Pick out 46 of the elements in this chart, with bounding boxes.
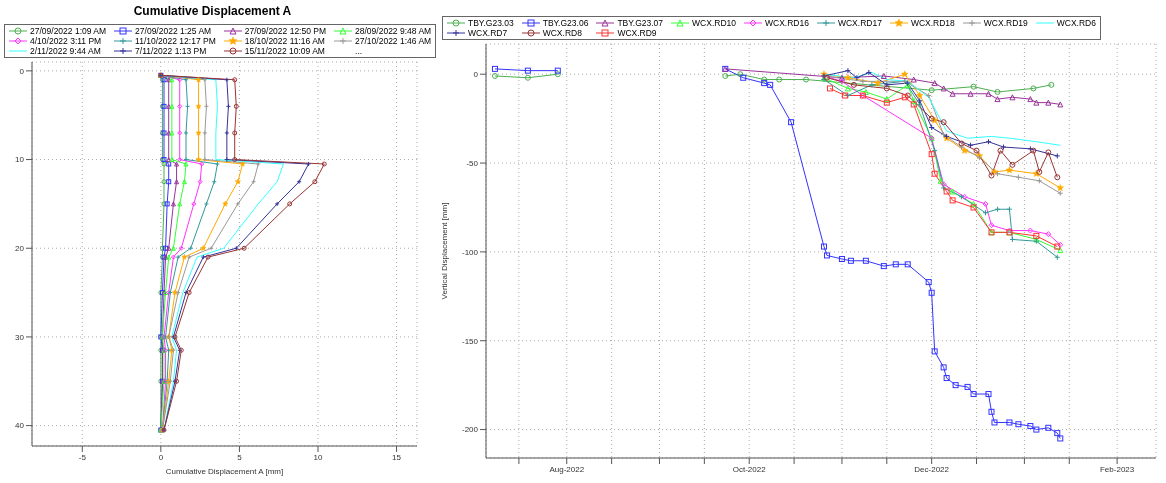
legend-label: 2/11/2022 9:44 AM (30, 46, 101, 56)
y-axis-title: Vertical Displacement [mm] (439, 202, 449, 300)
legend-label: WCX.RD6 (1056, 18, 1096, 28)
legend-label: 27/09/2022 12:50 PM (244, 26, 327, 36)
x-axis-title: Cumulative Displacement A [mm] (165, 467, 284, 476)
legend-label: TBY.G23.06 (542, 18, 589, 28)
y-tick-label: 40 (15, 421, 25, 431)
x-tick-label: Aug-2022 (549, 464, 585, 474)
chart-title: Cumulative Displacement A (132, 3, 293, 20)
x-tick-label: 10 (313, 452, 323, 462)
legend-label: WCX.RD19 (983, 18, 1028, 28)
legend-label: WCX.RD16 (765, 18, 809, 28)
legend-label: 4/10/2022 3:11 PM (30, 36, 102, 46)
y-tick-label: -150 (461, 336, 479, 346)
legend-label: WCX.RD7 (468, 28, 508, 38)
legend-label: WCX.RD9 (617, 28, 657, 38)
legend-label: WCX.RD10 (692, 18, 736, 28)
x-tick-label: Dec-2022 (914, 464, 950, 474)
y-tick-label: 20 (15, 244, 25, 254)
legend-label: TBY.G23.03 (468, 18, 514, 28)
legend-label: TBY.G23.07 (617, 18, 664, 28)
legend-label: 18/10/2022 11:16 AM (244, 36, 325, 46)
legend-label: 28/09/2022 9:48 AM (355, 26, 432, 36)
x-tick-label: Oct-2022 (732, 464, 767, 474)
legend-label: 27/09/2022 1:25 AM (135, 26, 212, 36)
y-tick-label: 0 (19, 66, 25, 76)
x-tick-label: 15 (392, 452, 402, 462)
y-tick-label: -50 (466, 158, 479, 168)
legend-label: WCX.RD18 (910, 18, 955, 28)
legend-label: 15/11/2022 10:09 AM (244, 46, 325, 56)
y-tick-label: 10 (15, 155, 25, 165)
legend-label: 7/11/2022 1:13 PM (135, 46, 207, 56)
y-tick-label: 30 (15, 332, 25, 342)
text: ... (354, 46, 364, 56)
y-tick-label: -100 (461, 247, 479, 257)
x-tick-label: 5 (237, 452, 243, 462)
legend-label: 11/10/2022 12:17 PM (135, 36, 216, 46)
legend-label: 27/09/2022 1:09 AM (30, 26, 107, 36)
legend-label: WCX.RD17 (837, 18, 882, 28)
x-tick-label: 0 (158, 452, 164, 462)
x-tick-label: Feb-2023 (1099, 464, 1135, 474)
y-tick-label: 0 (473, 70, 479, 80)
legend-label: 27/10/2022 1:46 AM (355, 36, 432, 46)
x-tick-label: -5 (78, 452, 87, 462)
legend-label: WCX.RD8 (542, 28, 582, 38)
y-tick-label: -200 (461, 425, 479, 435)
